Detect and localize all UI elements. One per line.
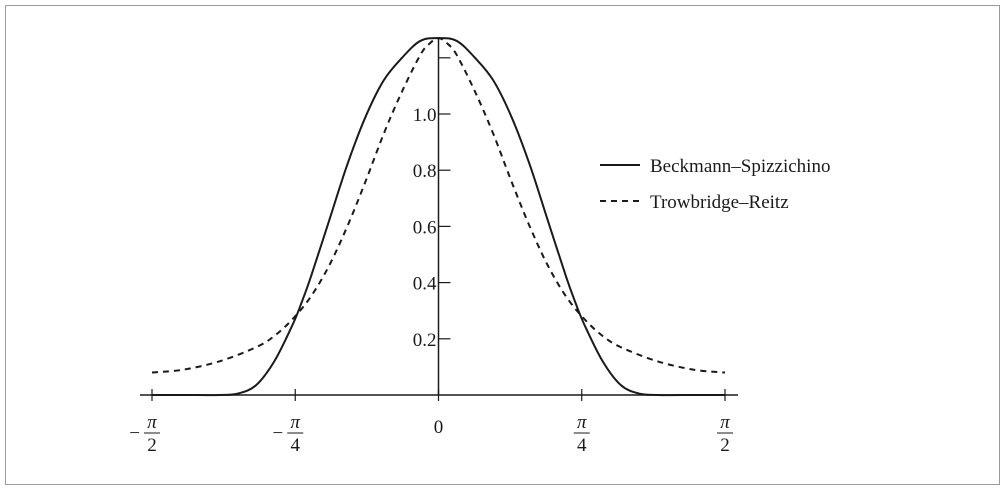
x-tick-minus: − [273, 423, 284, 444]
x-tick-numerator: π [720, 412, 730, 433]
figure-frame [5, 5, 1000, 485]
legend: Beckmann–Spizzichino Trowbridge–Reitz [600, 156, 830, 213]
x-tick-label: π4− [273, 412, 304, 456]
series-line-trowbridge [151, 37, 726, 374]
y-tick-label: 0.8 [413, 161, 437, 182]
x-tick-label: π2 [717, 412, 733, 456]
series-layer [151, 37, 726, 397]
x-tick-denominator: 2 [720, 435, 730, 456]
x-tick-minus: − [129, 423, 140, 444]
x-tick-label: π2− [129, 412, 160, 456]
x-tick-numerator: π [577, 412, 587, 433]
y-tick-label: 0.6 [413, 217, 437, 238]
x-tick-label: π4 [573, 412, 590, 456]
x-tick-label: 0 [434, 417, 444, 438]
x-tick-denominator: 2 [147, 435, 157, 456]
y-tick-label: 0.4 [413, 274, 437, 295]
y-tick-label: 0.2 [413, 330, 437, 351]
x-tick-numerator: π [290, 412, 300, 433]
x-tick-denominator: 4 [291, 435, 301, 456]
legend-label-beckmann: Beckmann–Spizzichino [650, 156, 830, 177]
y-tick-label: 1.0 [413, 105, 437, 126]
x-tick-numerator: π [147, 412, 157, 433]
legend-label-trowbridge: Trowbridge–Reitz [650, 192, 789, 213]
x-tick-denominator: 4 [577, 435, 587, 456]
axes [140, 38, 738, 396]
